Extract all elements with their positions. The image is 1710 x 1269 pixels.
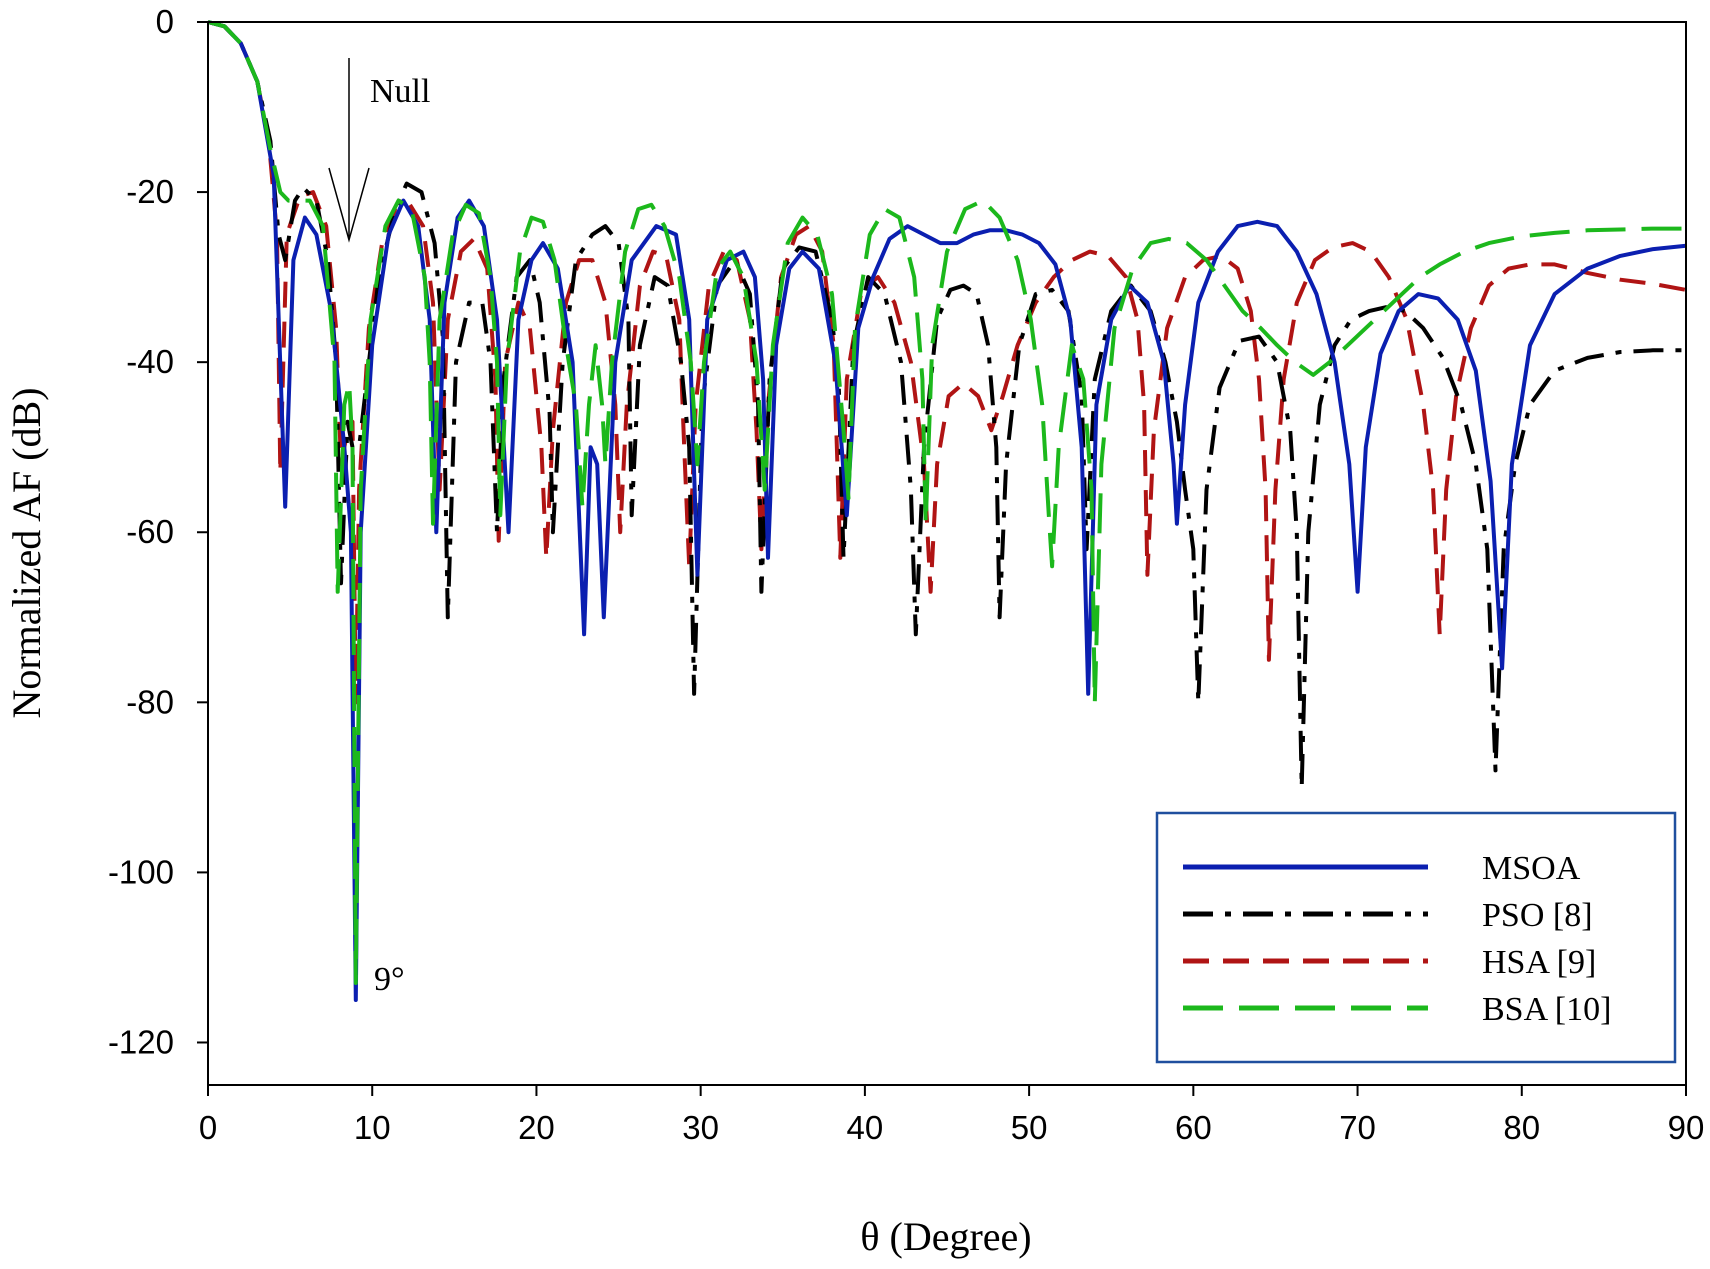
y-tick-label: 0 <box>156 3 174 40</box>
x-tick-label: 30 <box>682 1109 719 1146</box>
x-tick-label: 10 <box>354 1109 391 1146</box>
null-angle-label: 9° <box>374 961 405 998</box>
y-tick-label: -60 <box>126 513 174 550</box>
series-line-bsa <box>207 20 1686 985</box>
series-line-hsa <box>207 20 1687 705</box>
null-annotation: Null <box>328 58 430 243</box>
y-axis-title: Normalized AF (dB) <box>4 387 49 718</box>
series-line-msoa <box>207 20 1687 1002</box>
x-tick-label: 50 <box>1011 1109 1048 1146</box>
x-tick-label: 70 <box>1339 1109 1376 1146</box>
plot-frame <box>207 21 1687 1086</box>
y-tick-label: -40 <box>126 343 174 380</box>
x-tick-label: 90 <box>1668 1109 1705 1146</box>
x-tick-label: 40 <box>847 1109 884 1146</box>
y-tick-label: -120 <box>108 1023 174 1060</box>
y-tick-label: -20 <box>126 173 174 210</box>
x-tick-label: 80 <box>1503 1109 1540 1146</box>
series-line-pso <box>207 20 1686 790</box>
legend-label-bsa: BSA [10] <box>1482 991 1611 1028</box>
legend-label-hsa: HSA [9] <box>1482 944 1596 981</box>
y-tick-label: -100 <box>108 853 174 890</box>
series-layer <box>207 20 1687 1002</box>
ticks-layer: 0 10 20 30 40 50 60 70 80 90 0 -20 -40 -60 -80 -100 -120 <box>108 3 1704 1146</box>
legend-label-msoa: MSOA <box>1482 850 1581 887</box>
x-axis-title: θ (Degree) <box>860 1214 1031 1259</box>
null-label: Null <box>370 73 430 110</box>
x-tick-label: 20 <box>518 1109 555 1146</box>
x-tick-label: 60 <box>1175 1109 1212 1146</box>
legend-box <box>1155 811 1677 1064</box>
legend: MSOA PSO [8] HSA [9] BSA [10] <box>1155 811 1677 1064</box>
y-tick-label: -80 <box>126 683 174 720</box>
x-tick-label: 0 <box>199 1109 217 1146</box>
null-arrow-head <box>328 167 370 243</box>
legend-label-pso: PSO [8] <box>1482 897 1593 934</box>
